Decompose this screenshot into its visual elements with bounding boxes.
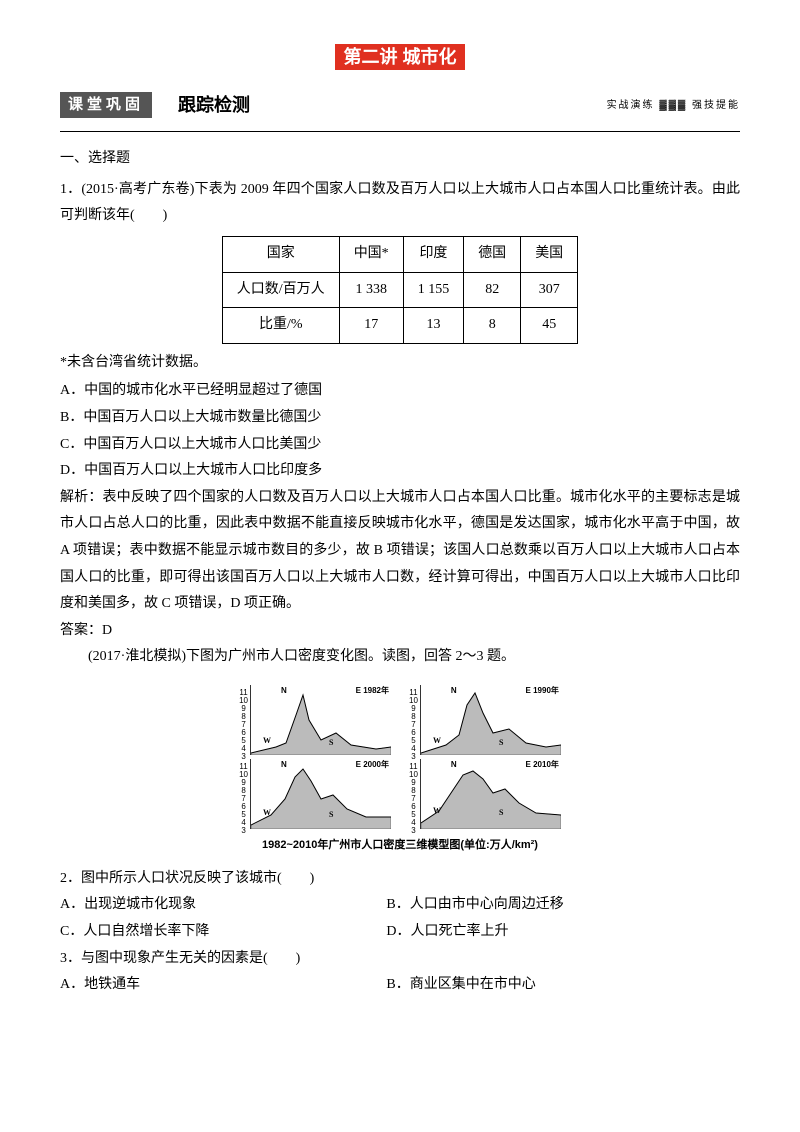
chart-1982: 11109876543 N E 1982年 W S bbox=[239, 685, 391, 755]
q1-option-c: C．中国百万人口以上大城市人口比美国少 bbox=[60, 432, 740, 459]
th-germany: 德国 bbox=[464, 236, 521, 272]
q2-options: A．出现逆城市化现象 B．人口由市中心向周边迁移 bbox=[60, 892, 740, 919]
table-row: 人口数/百万人 1 338 1 155 82 307 bbox=[222, 272, 577, 308]
cell: 17 bbox=[339, 308, 403, 344]
svg-text:W: W bbox=[433, 806, 441, 815]
density-charts: 11109876543 N E 1982年 W S 11109876543 N … bbox=[60, 679, 740, 856]
svg-text:W: W bbox=[263, 808, 271, 817]
group23-lead: (2017·淮北模拟)下图为广州市人口密度变化图。读图，回答 2～3 题。 bbox=[60, 644, 740, 671]
th-china: 中国* bbox=[339, 236, 403, 272]
y-axis: 11109876543 bbox=[239, 689, 248, 755]
q1-option-d: D．中国百万人口以上大城市人口比印度多 bbox=[60, 458, 740, 485]
cell: 13 bbox=[403, 308, 464, 344]
svg-text:S: S bbox=[499, 738, 504, 747]
banner-tab: 课堂巩固 bbox=[60, 92, 170, 118]
y-axis: 11109876543 bbox=[239, 763, 248, 829]
q1-answer: 答案：D bbox=[60, 618, 740, 645]
chart-2010: 11109876543 N E 2010年 W S bbox=[409, 759, 561, 829]
cell: 1 155 bbox=[403, 272, 464, 308]
svg-text:S: S bbox=[329, 738, 334, 747]
th-india: 印度 bbox=[403, 236, 464, 272]
banner-underline bbox=[60, 131, 740, 132]
section-heading: 一、选择题 bbox=[60, 146, 740, 173]
chart-caption: 1982~2010年广州市人口密度三维模型图(单位:万人/km²) bbox=[60, 835, 740, 856]
q1-table: 国家 中国* 印度 德国 美国 人口数/百万人 1 338 1 155 82 3… bbox=[222, 236, 578, 344]
q2-option-c: C．人口自然增长率下降 bbox=[60, 919, 386, 946]
q2-option-b: B．人口由市中心向周边迁移 bbox=[386, 892, 740, 919]
cell: 1 338 bbox=[339, 272, 403, 308]
q2-option-a: A．出现逆城市化现象 bbox=[60, 892, 386, 919]
cell: 45 bbox=[521, 308, 578, 344]
svg-text:W: W bbox=[263, 736, 271, 745]
q3-stem: 3．与图中现象产生无关的因素是( ) bbox=[60, 946, 740, 973]
chart-1990: 11109876543 N E 1990年 W S bbox=[409, 685, 561, 755]
surface-svg: W S bbox=[251, 685, 391, 755]
section-banner: 课堂巩固 跟踪检测 实战演练 ▓▓▓ 强技提能 bbox=[60, 92, 740, 118]
q3-option-a: A．地铁通车 bbox=[60, 972, 386, 999]
banner-tab-label: 课堂巩固 bbox=[68, 92, 144, 118]
q1-note: *未含台湾省统计数据。 bbox=[60, 350, 740, 377]
q1-stem: 1．(2015·高考广东卷)下表为 2009 年四个国家人口数及百万人口以上大城… bbox=[60, 177, 740, 230]
q3-option-b: B．商业区集中在市中心 bbox=[386, 972, 740, 999]
y-axis: 11109876543 bbox=[409, 689, 418, 755]
cell: 82 bbox=[464, 272, 521, 308]
surface-svg: W S bbox=[421, 685, 561, 755]
cell: 人口数/百万人 bbox=[222, 272, 339, 308]
chart-2000: 11109876543 N E 2000年 W S bbox=[239, 759, 391, 829]
svg-text:S: S bbox=[499, 808, 504, 817]
lesson-title: 第二讲 城市化 bbox=[60, 40, 740, 74]
banner-main-label: 跟踪检测 bbox=[178, 92, 250, 118]
surface-svg: W S bbox=[251, 759, 391, 829]
th-usa: 美国 bbox=[521, 236, 578, 272]
table-row: 国家 中国* 印度 德国 美国 bbox=[222, 236, 577, 272]
table-row: 比重/% 17 13 8 45 bbox=[222, 308, 577, 344]
q2-option-d: D．人口死亡率上升 bbox=[386, 919, 740, 946]
svg-text:W: W bbox=[433, 736, 441, 745]
svg-text:S: S bbox=[329, 810, 334, 819]
q1-option-b: B．中国百万人口以上大城市数量比德国少 bbox=[60, 405, 740, 432]
lesson-title-text: 第二讲 城市化 bbox=[335, 44, 464, 70]
q1-option-a: A．中国的城市化水平已经明显超过了德国 bbox=[60, 378, 740, 405]
q2-stem: 2．图中所示人口状况反映了该城市( ) bbox=[60, 866, 740, 893]
cell: 8 bbox=[464, 308, 521, 344]
th-country: 国家 bbox=[222, 236, 339, 272]
surface-svg: W S bbox=[421, 759, 561, 829]
q2-options-row2: C．人口自然增长率下降 D．人口死亡率上升 bbox=[60, 919, 740, 946]
y-axis: 11109876543 bbox=[409, 763, 418, 829]
cell: 比重/% bbox=[222, 308, 339, 344]
q1-explanation: 解析：表中反映了四个国家的人口数及百万人口以上大城市人口占本国人口比重。城市化水… bbox=[60, 485, 740, 618]
banner-right-label: 实战演练 ▓▓▓ 强技提能 bbox=[607, 96, 740, 115]
cell: 307 bbox=[521, 272, 578, 308]
q1-options: A．中国的城市化水平已经明显超过了德国 B．中国百万人口以上大城市数量比德国少 … bbox=[60, 378, 740, 484]
q3-options: A．地铁通车 B．商业区集中在市中心 bbox=[60, 972, 740, 999]
